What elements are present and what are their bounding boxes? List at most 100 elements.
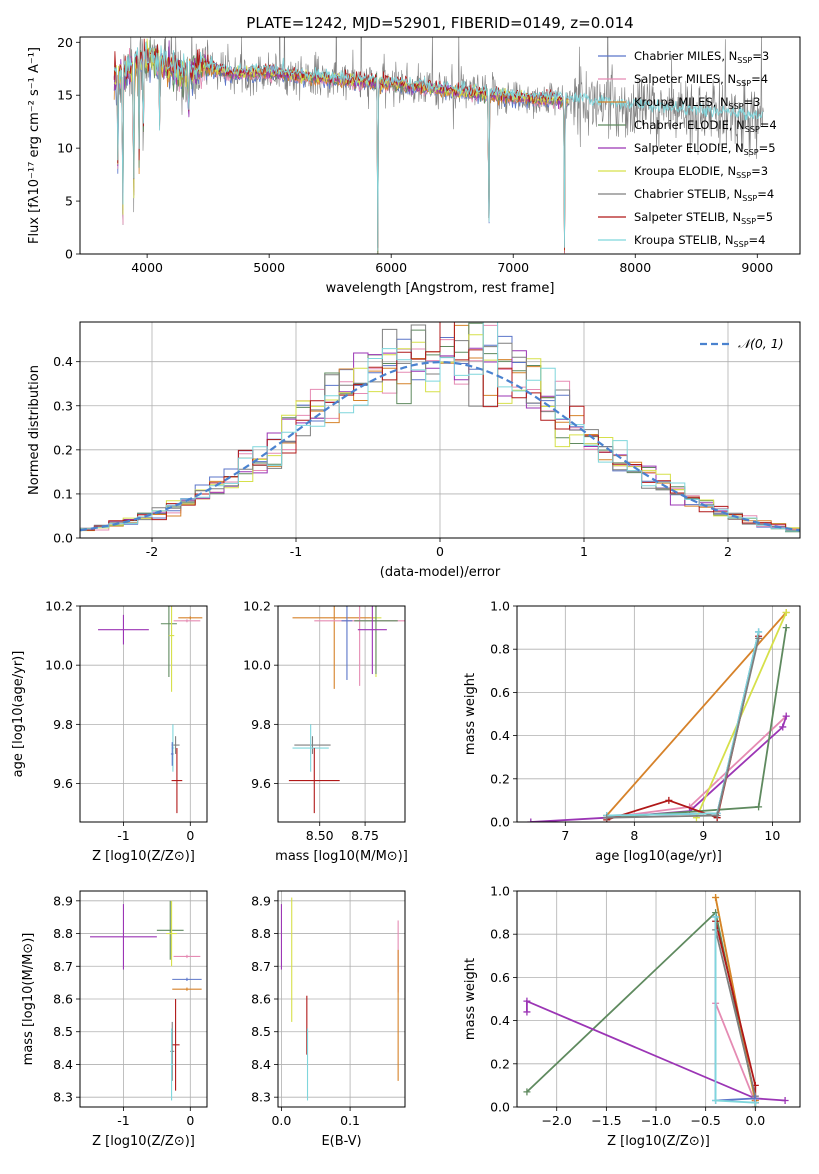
- legend-entry: Kroupa MILES, NSSP=3: [634, 95, 760, 111]
- y-tick-label: 8.7: [53, 959, 73, 974]
- series-marker: [782, 624, 790, 632]
- x-axis-label: Z [log10(Z/Z⊙)]: [607, 1134, 710, 1149]
- errorbar-chabrier_elodie: [354, 606, 398, 675]
- y-axis-label: mass weight: [463, 673, 478, 755]
- y-tick-label: 0.4: [490, 1013, 510, 1028]
- y-tick-label: 0.4: [490, 728, 510, 743]
- errorbar-salpeter_elodie: [357, 606, 387, 675]
- gridlines: [278, 891, 405, 1107]
- series-line: [714, 1002, 757, 1104]
- y-tick-label: 5: [65, 194, 73, 209]
- y-tick-label: 0.1: [53, 486, 73, 501]
- x-axis-label: wavelength [Angstrom, rest frame]: [326, 281, 555, 296]
- legend-entry-count: =3: [752, 49, 769, 63]
- series-marker: [781, 1097, 789, 1105]
- x-tick-label: 8.75: [351, 828, 379, 843]
- y-tick-label: 1.0: [490, 884, 510, 899]
- residuals-panel: -2 -1 0 1 2 0.0 0.1 0.2 0.3 0.4 (data-model)/error…: [27, 321, 801, 580]
- legend-entry: Salpeter MILES, NSSP=4: [634, 72, 768, 88]
- plot-area: [527, 608, 790, 822]
- y-tick-label: 0.2: [490, 1056, 510, 1071]
- series-chabrier_stelib: [603, 634, 763, 822]
- x-tick-label: −1.0: [641, 1113, 671, 1128]
- errorbar-chabrier_elodie: [160, 606, 177, 678]
- y-tick-label: 9.6: [251, 776, 271, 791]
- x-tick-label: 0.0: [271, 1113, 291, 1128]
- plot-area: [523, 893, 789, 1107]
- series-marker: [523, 997, 531, 1005]
- y-tick-label: 0.3: [53, 398, 73, 413]
- y-tick-label: 9.8: [53, 717, 73, 732]
- series-marker: [782, 608, 790, 616]
- axes-frame: [79, 36, 801, 255]
- y-tick-label: 8.5: [53, 1024, 73, 1039]
- series-marker: [755, 803, 763, 811]
- x-axis-label: (data-model)/error: [380, 565, 501, 580]
- legend-entry-count: =4: [757, 187, 774, 201]
- errorbar-kroupa_miles: [178, 616, 203, 620]
- series-marker: [712, 1097, 720, 1105]
- legend-entry-text: Kroupa MILES, N: [634, 95, 729, 109]
- legend-entry-text: Kroupa STELIB, N: [634, 233, 734, 247]
- y-tick-label: 10.2: [243, 599, 271, 614]
- legend-entry-count: =4: [751, 72, 768, 86]
- axes-frame: [516, 890, 801, 1108]
- x-axis-label: E(B-V): [321, 1134, 361, 1149]
- y-tick-label: 0.0: [490, 815, 510, 830]
- page-title: PLATE=1242, MJD=52901, FIBERID=0149, z=0…: [246, 14, 633, 32]
- y-tick-label: 0.4: [53, 354, 73, 369]
- errorbar-salpeter_miles: [173, 954, 201, 959]
- x-tick-label: -2: [146, 544, 158, 559]
- legend-entry-count: =5: [756, 210, 773, 224]
- legend-entry-count: =4: [760, 118, 777, 132]
- series-kroupa_stelib: [712, 913, 759, 1107]
- legend-entry-subscript: SSP: [745, 125, 760, 134]
- x-tick-label: 0: [186, 828, 194, 843]
- age-vs-mass-panel: 8.50 8.75 9.6 9.8 10.0 10.2 mass [log10(M/M⊙)]: [243, 599, 408, 865]
- errorbar-salpeter_stelib: [171, 748, 183, 814]
- series-marker: [712, 893, 720, 901]
- x-tick-label: 8: [630, 828, 638, 843]
- errorbar-chabrier_elodie: [156, 900, 184, 960]
- histogram-kroupa_stelib: [80, 322, 800, 538]
- y-tick-label: 10.0: [243, 658, 271, 673]
- errorbar-salpeter_elodie: [90, 904, 157, 970]
- errorbar-chabrier_miles: [170, 742, 174, 766]
- legend-entry-text: Salpeter MILES, N: [634, 72, 736, 86]
- series-marker: [713, 812, 721, 820]
- legend-entry-text: Chabrier STELIB, N: [634, 187, 742, 201]
- massweight-vs-metallicity-panel: −2.0 −1.5 −1.0 −0.5 0.0 0.0 0.2 0.4 0.6 0.8 1.0 Z […: [463, 884, 801, 1149]
- legend-entry-subscript: SSP: [736, 171, 751, 180]
- errorbar-kroupa_stelib: [170, 1028, 173, 1101]
- errorbar-kroupa_elodie: [168, 606, 175, 692]
- x-tick-label: −2.0: [542, 1113, 572, 1128]
- y-tick-label: 8.4: [53, 1057, 73, 1072]
- y-axis-label: mass [log10(M/M⊙)]: [21, 933, 36, 1066]
- y-tick-label: 8.6: [251, 992, 271, 1007]
- x-tick-label: 1: [580, 544, 588, 559]
- y-axis-label: Flux [fλ10⁻¹⁷ erg cm⁻² s⁻¹ A⁻¹]: [27, 47, 42, 244]
- y-tick-label: 20: [57, 35, 73, 50]
- y-tick-label: 1.0: [490, 599, 510, 614]
- x-axis-label: Z [log10(Z/Z⊙)]: [92, 849, 195, 864]
- y-tick-label: 10.0: [45, 658, 73, 673]
- x-tick-label: 0.0: [745, 1113, 765, 1128]
- legend-entry-text: Chabrier ELODIE, N: [634, 118, 745, 132]
- x-axis-label: Z [log10(Z/Z⊙)]: [92, 1134, 195, 1149]
- x-tick-label: -1: [117, 1113, 129, 1128]
- errorbar-chabrier_miles: [172, 977, 202, 981]
- y-tick-label: 0.8: [490, 642, 510, 657]
- x-tick-label: 6000: [375, 260, 407, 275]
- x-tick-label: 8000: [619, 260, 651, 275]
- errorbar-chabrier_stelib: [294, 736, 331, 754]
- series-marker: [751, 1099, 759, 1107]
- errorbar-salpeter_elodie: [98, 614, 149, 645]
- y-tick-label: 9.6: [53, 776, 73, 791]
- y-tick-label: 8.8: [251, 926, 271, 941]
- legend-entry: 𝒩(0, 1): [738, 336, 784, 351]
- x-axis-label: mass [log10(M/M⊙)]: [275, 849, 408, 864]
- plot-area: [288, 606, 405, 814]
- x-tick-label: −1.5: [591, 1113, 621, 1128]
- series-marker: [523, 1088, 531, 1096]
